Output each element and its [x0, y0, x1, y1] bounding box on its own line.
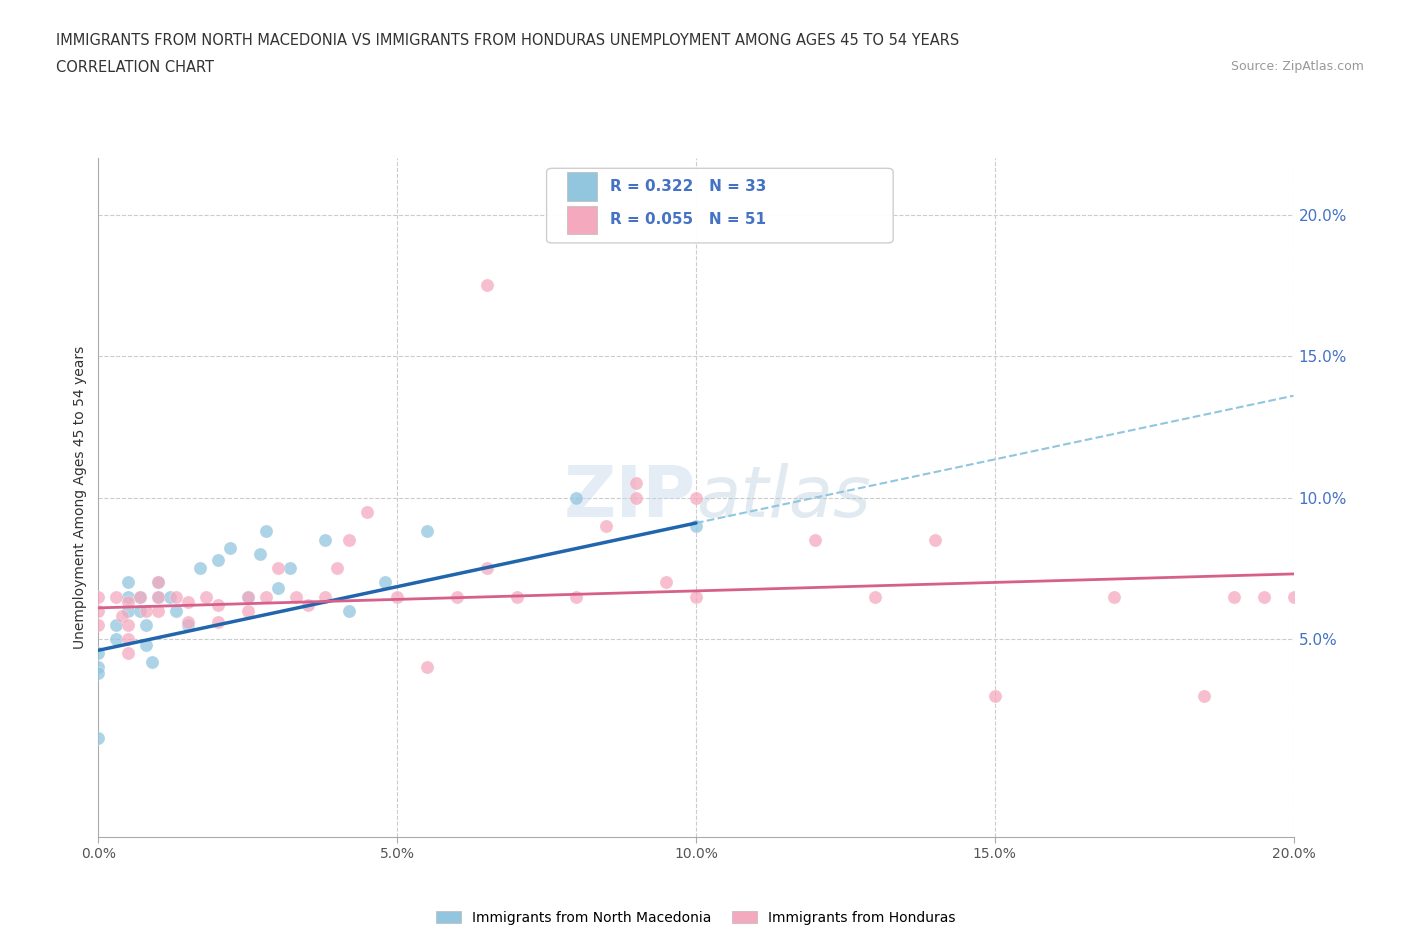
Point — [117, 604, 139, 618]
Legend: Immigrants from North Macedonia, Immigrants from Honduras: Immigrants from North Macedonia, Immigra… — [430, 905, 962, 930]
Text: Source: ZipAtlas.com: Source: ZipAtlas.com — [1230, 60, 1364, 73]
Text: IMMIGRANTS FROM NORTH MACEDONIA VS IMMIGRANTS FROM HONDURAS UNEMPLOYMENT AMONG A: IMMIGRANTS FROM NORTH MACEDONIA VS IMMIG… — [56, 33, 959, 47]
Point — [219, 541, 242, 556]
Point — [87, 645, 110, 660]
Point — [685, 518, 707, 533]
Point — [129, 604, 152, 618]
Point — [249, 547, 271, 562]
Bar — [567, 172, 596, 201]
Point — [129, 589, 152, 604]
Point — [254, 525, 277, 539]
Point — [254, 589, 277, 604]
Point — [685, 490, 707, 505]
Point — [165, 604, 187, 618]
Point — [117, 618, 139, 632]
Point — [475, 561, 498, 576]
Point — [267, 580, 290, 595]
Point — [117, 631, 139, 646]
Point — [87, 731, 110, 746]
Text: R = 0.322   N = 33: R = 0.322 N = 33 — [610, 179, 766, 194]
Text: ZIP: ZIP — [564, 463, 696, 532]
Point — [1104, 589, 1126, 604]
Point — [1192, 688, 1215, 703]
Point — [148, 604, 170, 618]
Point — [207, 552, 229, 567]
Point — [117, 589, 139, 604]
Text: atlas: atlas — [696, 463, 870, 532]
Point — [385, 589, 409, 604]
Point — [105, 618, 128, 632]
Point — [595, 518, 617, 533]
Point — [188, 561, 211, 576]
Point — [87, 618, 110, 632]
Bar — [567, 206, 596, 234]
Point — [117, 595, 139, 610]
Point — [141, 654, 163, 669]
Point — [177, 615, 200, 630]
Point — [87, 589, 110, 604]
Point — [111, 609, 134, 624]
Point — [416, 525, 439, 539]
Point — [129, 589, 152, 604]
Point — [374, 575, 396, 590]
FancyBboxPatch shape — [547, 168, 893, 243]
Point — [865, 589, 887, 604]
Point — [159, 589, 181, 604]
Point — [416, 660, 439, 675]
Point — [267, 561, 290, 576]
Point — [148, 575, 170, 590]
Point — [207, 615, 229, 630]
Point — [356, 504, 378, 519]
Point — [565, 589, 588, 604]
Point — [1253, 589, 1275, 604]
Point — [117, 575, 139, 590]
Point — [565, 490, 588, 505]
Text: R = 0.055   N = 51: R = 0.055 N = 51 — [610, 212, 766, 227]
Point — [278, 561, 301, 576]
Point — [506, 589, 529, 604]
Point — [315, 589, 337, 604]
Point — [87, 604, 110, 618]
Point — [236, 589, 259, 604]
Point — [195, 589, 218, 604]
Point — [1223, 589, 1246, 604]
Point — [339, 604, 360, 618]
Point — [135, 604, 157, 618]
Point — [177, 618, 200, 632]
Point — [924, 533, 946, 548]
Point — [87, 666, 110, 681]
Point — [135, 618, 157, 632]
Point — [446, 589, 468, 604]
Point — [165, 589, 187, 604]
Point — [117, 645, 139, 660]
Point — [297, 598, 319, 613]
Point — [1282, 589, 1305, 604]
Point — [177, 595, 200, 610]
Text: CORRELATION CHART: CORRELATION CHART — [56, 60, 214, 75]
Point — [207, 598, 229, 613]
Point — [626, 490, 648, 505]
Point — [984, 688, 1007, 703]
Point — [315, 533, 337, 548]
Point — [339, 533, 360, 548]
Point — [804, 533, 827, 548]
Point — [105, 589, 128, 604]
Point — [326, 561, 349, 576]
Point — [148, 589, 170, 604]
Y-axis label: Unemployment Among Ages 45 to 54 years: Unemployment Among Ages 45 to 54 years — [73, 346, 87, 649]
Point — [236, 604, 259, 618]
Point — [236, 589, 259, 604]
Point — [148, 589, 170, 604]
Point — [475, 278, 498, 293]
Point — [685, 589, 707, 604]
Point — [87, 660, 110, 675]
Point — [105, 631, 128, 646]
Point — [655, 575, 678, 590]
Point — [626, 476, 648, 491]
Point — [148, 575, 170, 590]
Point — [284, 589, 307, 604]
Point — [135, 637, 157, 652]
